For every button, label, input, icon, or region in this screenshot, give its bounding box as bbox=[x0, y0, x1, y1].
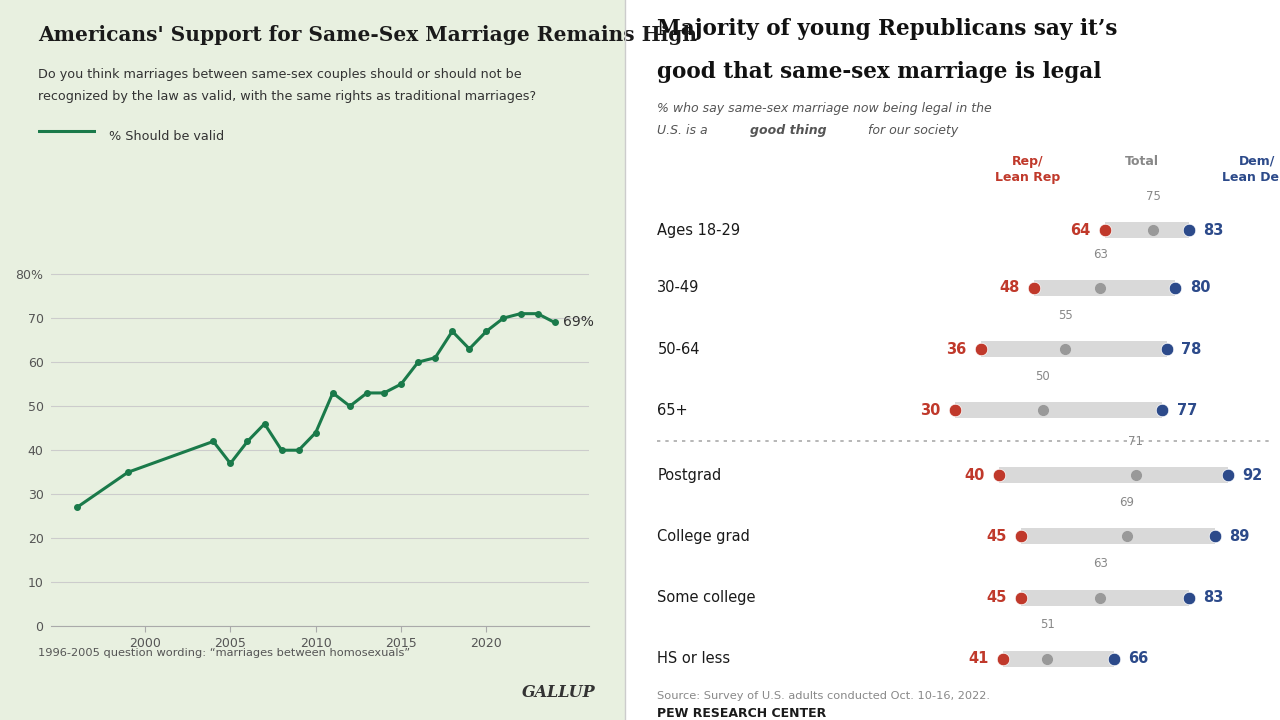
Text: 92: 92 bbox=[1243, 468, 1263, 482]
Text: Americans' Support for Same-Sex Marriage Remains High: Americans' Support for Same-Sex Marriage… bbox=[38, 25, 698, 45]
Text: 64: 64 bbox=[1070, 223, 1091, 238]
Text: Ages 18-29: Ages 18-29 bbox=[658, 223, 741, 238]
Text: % Should be valid: % Should be valid bbox=[109, 130, 224, 143]
Text: Total: Total bbox=[1125, 155, 1160, 168]
Text: Postgrad: Postgrad bbox=[658, 468, 722, 482]
Text: 89: 89 bbox=[1230, 529, 1249, 544]
Text: 48: 48 bbox=[1000, 281, 1020, 295]
Text: Majority of young Republicans say it’s: Majority of young Republicans say it’s bbox=[658, 18, 1117, 40]
Text: 69%: 69% bbox=[563, 315, 594, 330]
Text: 30-49: 30-49 bbox=[658, 281, 700, 295]
Text: 50: 50 bbox=[1036, 370, 1051, 383]
Bar bbox=[1034, 280, 1175, 296]
Text: GALLUP: GALLUP bbox=[521, 684, 595, 701]
Bar bbox=[1105, 222, 1189, 238]
Text: College grad: College grad bbox=[658, 529, 750, 544]
Text: 51: 51 bbox=[1039, 618, 1055, 631]
Text: 77: 77 bbox=[1176, 403, 1197, 418]
Text: Dem/
Lean Dem: Dem/ Lean Dem bbox=[1222, 155, 1280, 184]
Text: good thing: good thing bbox=[750, 124, 827, 137]
Text: % who say same-sex marriage now being legal in the: % who say same-sex marriage now being le… bbox=[658, 102, 992, 115]
Bar bbox=[1021, 590, 1189, 606]
Text: 45: 45 bbox=[986, 529, 1006, 544]
Text: 63: 63 bbox=[1093, 557, 1107, 570]
Bar bbox=[998, 467, 1229, 483]
Text: 36: 36 bbox=[946, 342, 966, 356]
Text: 1996-2005 question wording: “marriages between homosexuals”: 1996-2005 question wording: “marriages b… bbox=[38, 648, 411, 658]
Text: 65+: 65+ bbox=[658, 403, 689, 418]
Text: for our society: for our society bbox=[864, 124, 959, 137]
Text: 83: 83 bbox=[1203, 223, 1224, 238]
Text: Rep/
Lean Rep: Rep/ Lean Rep bbox=[995, 155, 1060, 184]
Text: 50-64: 50-64 bbox=[658, 342, 700, 356]
Text: U.S. is a: U.S. is a bbox=[658, 124, 712, 137]
Text: good that same-sex marriage is legal: good that same-sex marriage is legal bbox=[658, 61, 1102, 84]
Text: recognized by the law as valid, with the same rights as traditional marriages?: recognized by the law as valid, with the… bbox=[38, 90, 536, 103]
Text: 41: 41 bbox=[969, 652, 989, 666]
Bar bbox=[955, 402, 1162, 418]
Bar bbox=[1004, 651, 1114, 667]
Text: 78: 78 bbox=[1181, 342, 1202, 356]
Text: 30: 30 bbox=[920, 403, 941, 418]
Text: 75: 75 bbox=[1146, 190, 1161, 203]
Text: 71: 71 bbox=[1128, 435, 1143, 448]
Text: Some college: Some college bbox=[658, 590, 756, 605]
Text: 66: 66 bbox=[1128, 652, 1148, 666]
Text: 63: 63 bbox=[1093, 248, 1107, 261]
Text: HS or less: HS or less bbox=[658, 652, 731, 666]
Text: Source: Survey of U.S. adults conducted Oct. 10-16, 2022.: Source: Survey of U.S. adults conducted … bbox=[658, 691, 991, 701]
Text: 69: 69 bbox=[1119, 496, 1134, 509]
Bar bbox=[982, 341, 1166, 357]
Text: 55: 55 bbox=[1057, 309, 1073, 322]
Text: Do you think marriages between same-sex couples should or should not be: Do you think marriages between same-sex … bbox=[38, 68, 522, 81]
Bar bbox=[1021, 528, 1215, 544]
Text: 83: 83 bbox=[1203, 590, 1224, 605]
Text: 45: 45 bbox=[986, 590, 1006, 605]
Text: PEW RESEARCH CENTER: PEW RESEARCH CENTER bbox=[658, 707, 827, 720]
Text: 80: 80 bbox=[1190, 281, 1211, 295]
Text: 40: 40 bbox=[964, 468, 984, 482]
